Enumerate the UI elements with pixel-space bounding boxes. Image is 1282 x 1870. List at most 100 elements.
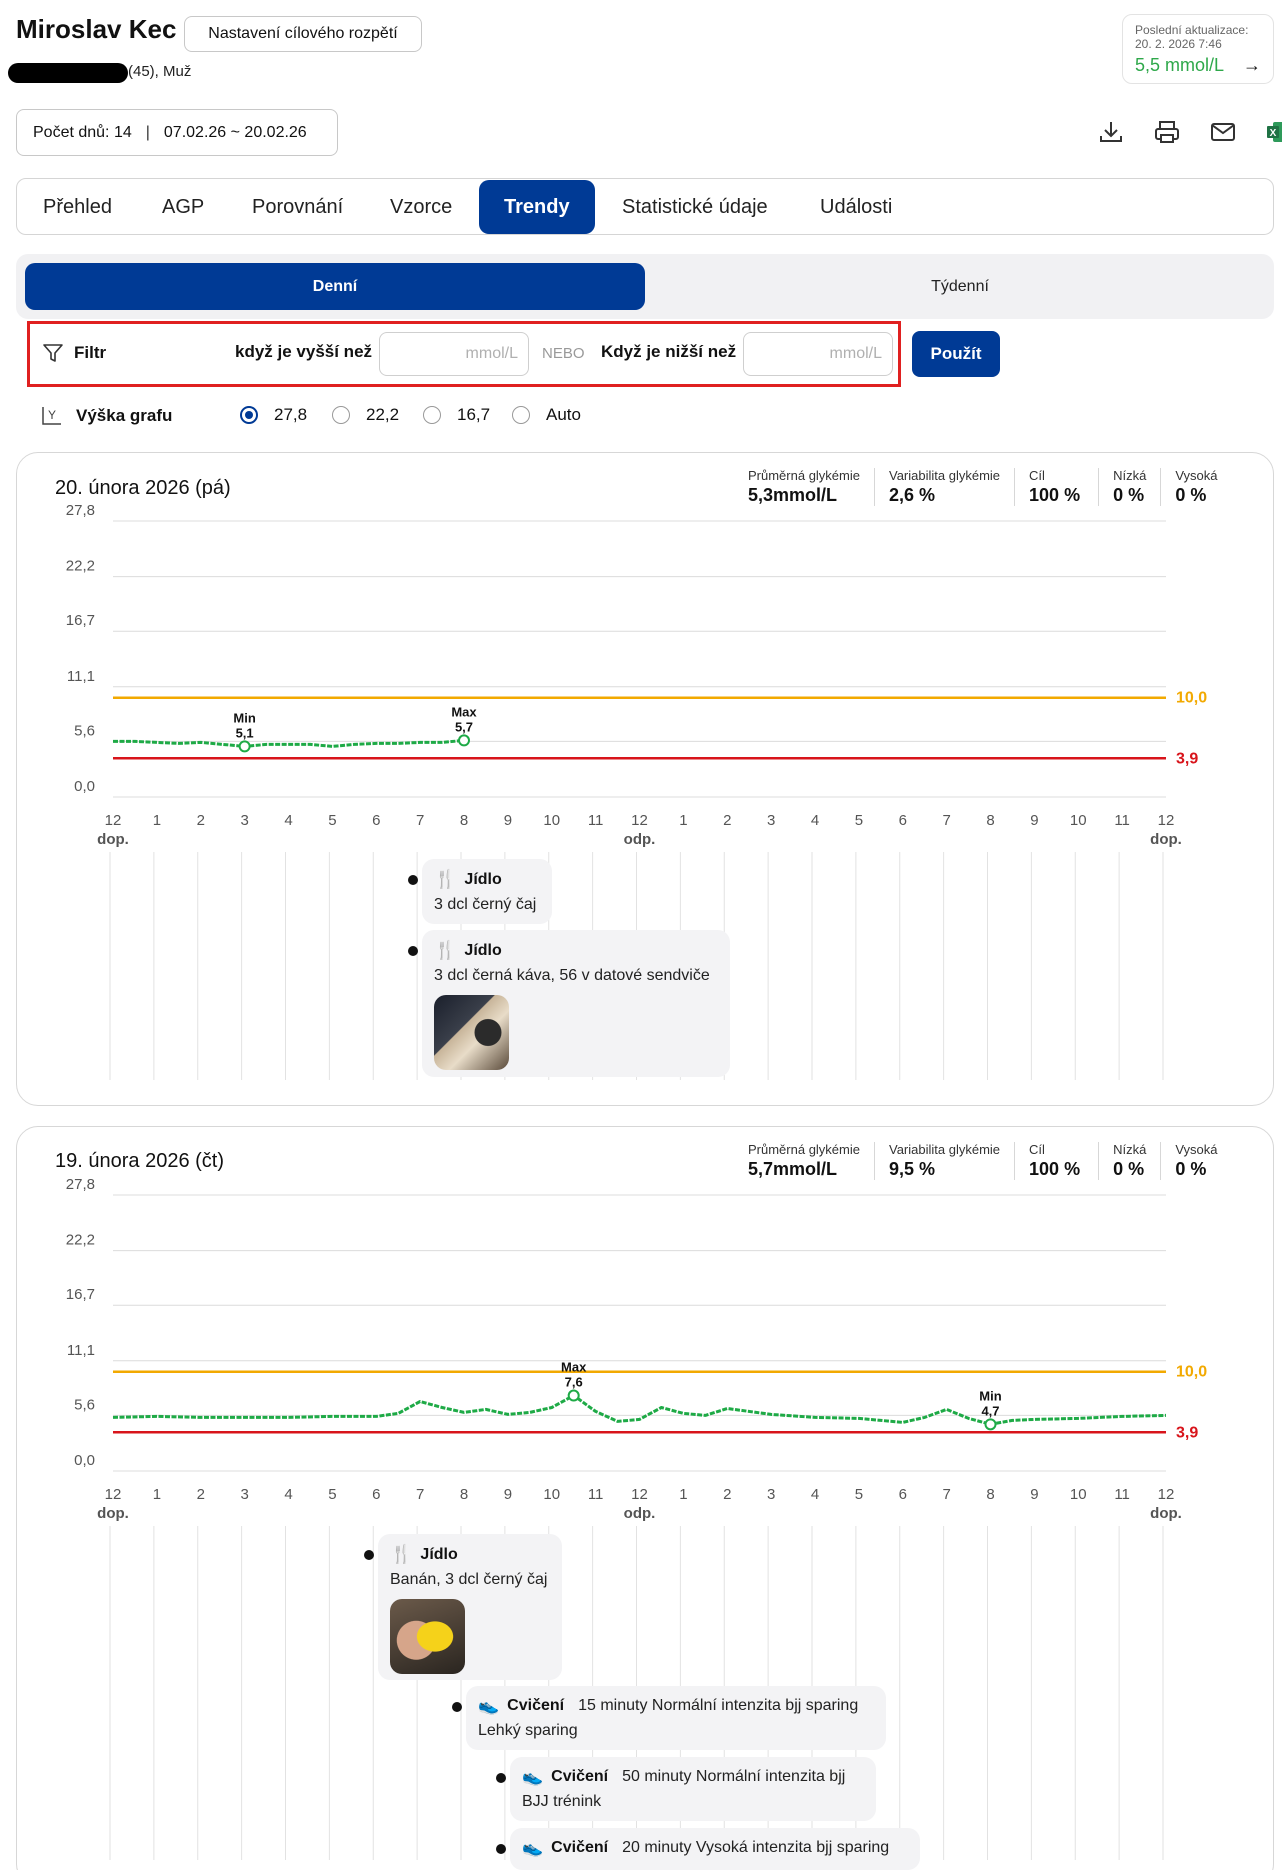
x-tick-label: 1	[679, 1486, 687, 1503]
x-tick-label: 1	[679, 812, 687, 829]
height-option-27-8[interactable]: 27,8	[240, 405, 307, 425]
event-exercise[interactable]: 👟 Cvičení 20 minuty Vysoká intenzita bjj s…	[496, 1828, 920, 1870]
x-tick-label: 2	[723, 812, 731, 829]
height-option-auto[interactable]: Auto	[512, 405, 581, 425]
fork-knife-icon: 🍴	[390, 1544, 413, 1564]
timeline-dot	[496, 1844, 506, 1854]
y-tick-label: 16,7	[66, 612, 95, 629]
x-tick-label: 6	[899, 812, 907, 829]
arrow-right-icon[interactable]: →	[1243, 55, 1261, 75]
date-range: 07.02.26 ~ 20.02.26	[163, 123, 307, 141]
low-threshold-label: 3,9	[1176, 1424, 1198, 1441]
event-detail: 20 minuty Vysoká intenzita bjj sparing	[622, 1839, 890, 1856]
x-tick-label: 3	[767, 812, 775, 829]
target-value: 100 %	[1029, 1159, 1081, 1179]
glucose-line	[113, 738, 465, 748]
tab-trends[interactable]: Trendy	[479, 180, 595, 234]
event-type: Jídlo	[464, 941, 502, 959]
y-tick-label: 22,2	[66, 558, 95, 575]
x-tick-label: 10	[543, 812, 560, 829]
timeline-dot	[496, 1773, 506, 1783]
extreme-label: Max	[451, 704, 477, 719]
event-type: Cvičení	[507, 1697, 565, 1714]
tab-overview[interactable]: Přehled	[43, 196, 112, 218]
weekly-toggle[interactable]: Týdenní	[931, 277, 989, 295]
x-tick-label: 8	[986, 1486, 994, 1503]
mail-icon[interactable]	[1209, 118, 1237, 146]
event-detail: 15 minuty Normální intenzita bjj sparing	[578, 1697, 859, 1714]
event-meal[interactable]: 🍴 Jídlo 3 dcl černá káva, 56 v datové sen…	[408, 930, 730, 1077]
x-tick-label: 4	[811, 1486, 819, 1503]
event-type: Cvičení	[551, 1839, 609, 1856]
divider: |	[145, 123, 150, 141]
event-meal[interactable]: 🍴 Jídlo Banán, 3 dcl černý čaj	[364, 1534, 562, 1680]
x-tick-label: 8	[460, 812, 468, 829]
filter-below-input[interactable]	[743, 332, 893, 376]
extreme-point	[458, 734, 470, 747]
height-option-16-7[interactable]: 16,7	[423, 405, 490, 425]
tab-comparison[interactable]: Porovnání	[252, 196, 344, 218]
sandwich-photo	[434, 995, 509, 1070]
x-tick-label: 9	[504, 1486, 512, 1503]
event-description: 3 dcl černá káva, 56 v datové sendviče	[434, 967, 710, 984]
y-tick-label: 22,2	[66, 1232, 95, 1249]
print-icon[interactable]	[1153, 118, 1181, 146]
x-tick-label: 5	[328, 1486, 336, 1503]
svg-text:X: X	[1270, 128, 1277, 139]
high-label: Vysoká	[1175, 468, 1218, 483]
tab-events[interactable]: Události	[820, 196, 893, 218]
x-tick-label: 11	[1114, 812, 1130, 829]
avg-value: 5,3mmol/L	[748, 485, 838, 505]
event-meal[interactable]: 🍴 Jídlo 3 dcl černý čaj	[408, 859, 552, 924]
download-icon[interactable]	[1097, 118, 1125, 146]
avg-label: Průměrná glykémie	[748, 468, 860, 483]
event-description: BJJ trénink	[522, 1793, 602, 1810]
x-tick-label: 9	[504, 812, 512, 829]
low-label: Nízká	[1113, 468, 1147, 483]
filter-above-input[interactable]	[379, 332, 529, 376]
daily-toggle[interactable]: Denní	[25, 263, 645, 310]
y-tick-label: 11,1	[67, 1342, 95, 1359]
x-tick-label: 10	[1070, 1486, 1087, 1503]
x-subtick-label: dop.	[97, 1505, 129, 1522]
date-range-selector[interactable]: Počet dnů: 14 | 07.02.26 ~ 20.02.26	[16, 109, 338, 156]
x-tick-label: 11	[1114, 1486, 1130, 1503]
extreme-point	[238, 740, 251, 753]
height-option-22-2[interactable]: 22,2	[332, 405, 399, 425]
filter-label: Filtr	[42, 342, 106, 364]
event-exercise[interactable]: 👟 Cvičení 15 minuty Normální intenzita bjj…	[452, 1686, 886, 1750]
x-tick-label: 8	[460, 1486, 468, 1503]
tab-agp[interactable]: AGP	[162, 196, 205, 218]
tab-patterns[interactable]: Vzorce	[390, 196, 453, 218]
last-update-card[interactable]: Poslední aktualizace: 20. 2. 2026 7:46 5…	[1122, 14, 1274, 84]
patient-name: Miroslav Kec	[16, 14, 177, 44]
tab-statistics[interactable]: Statistické údaje	[622, 196, 768, 218]
radio-selected-icon	[240, 406, 258, 424]
y-tick-label: 27,8	[66, 502, 95, 519]
excel-icon[interactable]: X	[1265, 118, 1282, 146]
x-tick-label: 6	[899, 1486, 907, 1503]
last-update-time: 20. 2. 2026 7:46	[1135, 37, 1222, 51]
x-tick-label: 5	[855, 812, 863, 829]
x-tick-label: 12	[105, 812, 122, 829]
extreme-point	[567, 1389, 580, 1402]
y-tick-label: 5,6	[74, 722, 95, 739]
extreme-label: Min	[979, 1388, 1001, 1403]
target-range-button[interactable]: Nastavení cílového rozpětí	[184, 16, 422, 52]
main-tabs: Přehled AGP Porovnání Vzorce Trendy Stat…	[16, 178, 1274, 235]
x-tick-label: 4	[284, 1486, 292, 1503]
day-stats: Průměrná glykémie 5,7mmol/L Variabilita g…	[734, 1142, 1231, 1180]
svg-text:Y: Y	[48, 408, 56, 422]
apply-filter-button[interactable]: Použít	[912, 331, 1000, 377]
event-exercise[interactable]: 👟 Cvičení 50 minuty Normální intenzita bjj…	[496, 1757, 876, 1821]
timeline-dot	[408, 946, 418, 956]
x-tick-label: 2	[197, 812, 205, 829]
last-update-value: 5,5 mmol/L	[1135, 55, 1225, 75]
radio-icon	[423, 406, 441, 424]
event-detail: 50 minuty Normální intenzita bjj	[622, 1768, 846, 1785]
day-title: 20. února 2026 (pá)	[55, 477, 231, 499]
event-description: Banán, 3 dcl černý čaj	[390, 1571, 548, 1588]
banana-photo	[390, 1599, 465, 1674]
glucose-line	[112, 1394, 1167, 1426]
target-label: Cíl	[1029, 1142, 1045, 1157]
